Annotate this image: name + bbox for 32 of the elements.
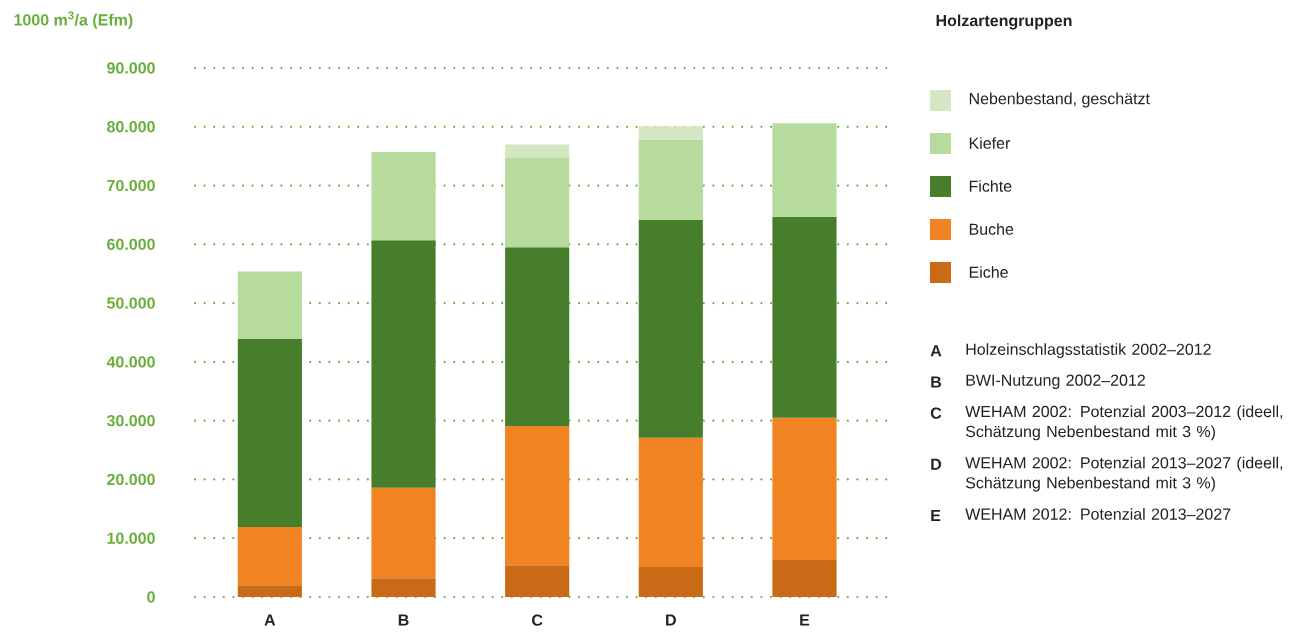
x-tick-label: E (800, 614, 810, 626)
y-tick-label: 80.000 (107, 121, 155, 133)
y-tick-label: 20.000 (107, 473, 155, 486)
text: WEHAM 2002: Potenzial 2013–2027 (ideell, Schätzung Nebenbestand mit 3 %) (965, 456, 1283, 492)
x-tick-label: A (264, 614, 276, 626)
text: WEHAM 2002: Potenzial 2003–2012 (ideell, Schätzung Nebenbestand mit 3 %) (965, 405, 1283, 441)
category-label: B (931, 376, 942, 388)
y-tick-label: 10.000 (107, 532, 155, 544)
y-tick-label: 60.000 (107, 238, 155, 250)
y-axis-title: 1000 m$^{3}$/a (Efm) (14, 11, 133, 29)
category-label: C (930, 407, 942, 419)
legend-label: Eiche (969, 266, 1008, 278)
x-tick-label: B (398, 614, 409, 626)
category-label: A (930, 345, 942, 357)
y-tick-label: 70.000 (107, 179, 155, 192)
y-tick-label: 40.000 (106, 356, 155, 368)
legend-label: Buche (969, 223, 1014, 235)
x-tick-label: C (532, 614, 543, 626)
y-tick-label: 90.000 (107, 62, 155, 74)
y-tick-label: 0 (147, 591, 155, 603)
text: Holzeinschlagsstatistik 2002–2012 (966, 343, 1211, 359)
legend-title: Holzartengruppen (936, 14, 1072, 30)
category-label: D (931, 458, 942, 470)
x-tick-label: D (666, 614, 676, 626)
text: WEHAM 2012: Potenzial 2013–2027 (965, 508, 1231, 520)
y-tick-label: 30.000 (106, 415, 155, 427)
legend-label: Fichte (969, 180, 1012, 192)
category-label: E (931, 510, 941, 522)
text: BWI-Nutzung 2002–2012 (966, 374, 1145, 390)
y-tick-label: 50.000 (107, 297, 155, 309)
legend-label: Kiefer (969, 137, 1011, 149)
legend-label: Nebenbestand, geschätzt (969, 92, 1150, 108)
